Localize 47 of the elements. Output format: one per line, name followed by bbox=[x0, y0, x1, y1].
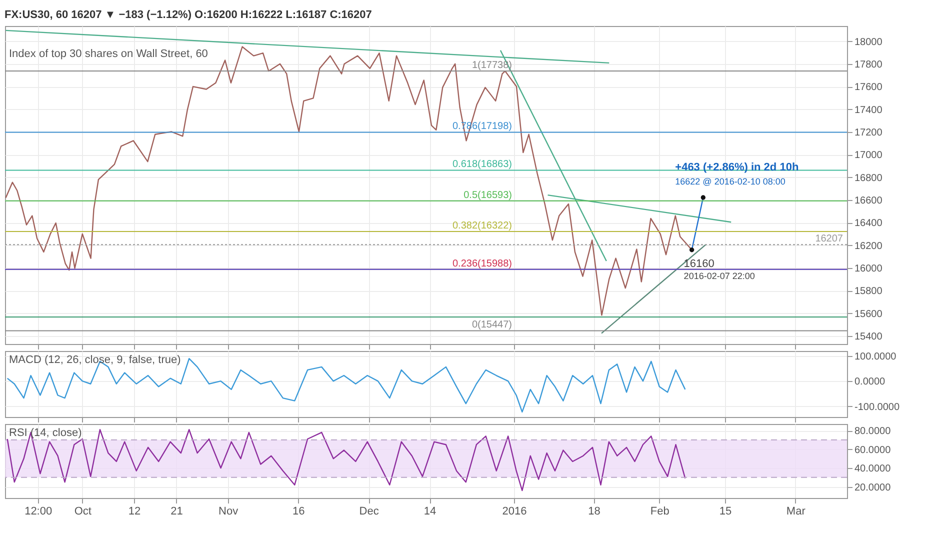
ref-line-label: 16207 bbox=[815, 234, 844, 245]
y-tick-label: -100.0000 bbox=[854, 402, 900, 413]
y-tick-label: 16800 bbox=[854, 172, 883, 184]
y-tick-label: 16400 bbox=[854, 218, 883, 230]
x-tick-label: Mar bbox=[786, 506, 806, 518]
y-tick-label: 0.0000 bbox=[854, 376, 886, 388]
y-tick-label: 17400 bbox=[854, 104, 883, 116]
ref-line-label: 0.5(16593) bbox=[464, 190, 512, 201]
x-tick-label: 2016 bbox=[502, 506, 527, 518]
x-tick-label: Dec bbox=[359, 506, 380, 518]
y-tick-label: 15400 bbox=[854, 332, 883, 343]
y-tick-label: 17200 bbox=[854, 128, 883, 138]
x-tick-label: 18 bbox=[588, 506, 600, 518]
x-tick-label: Nov bbox=[218, 506, 239, 518]
text: Index of top 30 shares on Wall Street, 60 bbox=[9, 48, 208, 60]
ref-line-label: 0.236(15988) bbox=[452, 258, 512, 270]
y-tick-label: 20.0000 bbox=[854, 482, 892, 494]
ref-line-label: 0.618(16863) bbox=[452, 159, 512, 170]
chart-title: FX:US30, 60 16207 ▼ −183 (−1.12%) O:16200 H:16222 L:16187 C:16207 bbox=[4, 9, 372, 21]
y-tick-label: 18000 bbox=[854, 36, 883, 48]
chart-title: MACD (12, 26, close, 9, false, true) bbox=[9, 354, 181, 366]
y-tick-label: 60.0000 bbox=[854, 444, 892, 456]
y-tick-label: 16600 bbox=[854, 196, 883, 207]
chart-title: RSI (14, close) bbox=[9, 427, 82, 439]
x-tick-label: 16 bbox=[292, 506, 305, 518]
y-tick-label: 100.0000 bbox=[854, 351, 897, 362]
x-tick-label: Feb bbox=[650, 506, 670, 518]
annotation: 16160 bbox=[684, 258, 714, 270]
x-tick-label: Oct bbox=[74, 506, 92, 518]
y-tick-label: 80.0000 bbox=[854, 426, 892, 438]
y-tick-label: 16200 bbox=[854, 240, 883, 252]
annotation: 16622 @ 2016-02-10 08:00 bbox=[675, 176, 786, 187]
ref-line-label: 0(15447) bbox=[472, 320, 512, 331]
x-tick-label: 12:00 bbox=[24, 506, 52, 518]
y-tick-label: 17800 bbox=[854, 59, 883, 70]
y-tick-label: 15600 bbox=[854, 308, 883, 320]
y-tick-label: 40.0000 bbox=[854, 464, 892, 475]
y-tick-label: 15800 bbox=[854, 286, 883, 298]
x-tick-label: 21 bbox=[170, 506, 183, 518]
x-tick-label: 15 bbox=[719, 506, 732, 518]
y-tick-label: 17000 bbox=[854, 150, 883, 162]
annotation: 2016-02-07 22:00 bbox=[684, 270, 755, 281]
x-tick-label: 12 bbox=[128, 506, 141, 518]
y-tick-label: 17600 bbox=[854, 82, 883, 94]
y-tick-label: 16000 bbox=[854, 264, 883, 275]
ref-line-label: 0.382(16322) bbox=[452, 220, 512, 232]
x-tick-label: 14 bbox=[424, 506, 436, 518]
